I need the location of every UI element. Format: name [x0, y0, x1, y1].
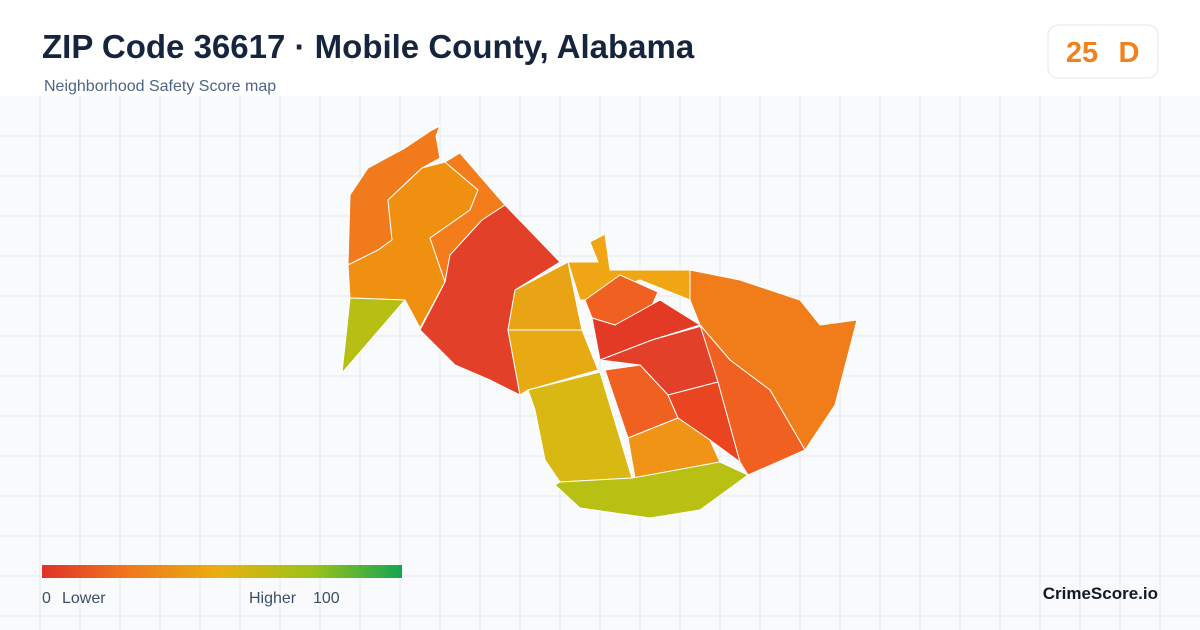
map: [341, 125, 858, 519]
map-region: [699, 324, 806, 476]
map-region: [507, 329, 599, 396]
legend-max: 100: [313, 590, 340, 607]
header-band: [0, 0, 1200, 96]
map-region: [341, 297, 406, 374]
map-region: [689, 269, 858, 451]
map-region: [667, 381, 741, 463]
map-region: [554, 461, 749, 519]
score-grade: D: [1119, 37, 1140, 69]
score-box: [1047, 24, 1159, 79]
legend-min-label: Lower: [62, 590, 106, 607]
legend-gradient: [42, 565, 402, 578]
brand: CrimeScore.io: [1043, 584, 1158, 603]
map-region: [627, 417, 721, 479]
title: ZIP Code 36617 · Mobile County, Alabama: [42, 28, 695, 65]
legend-min: 0: [42, 590, 51, 607]
score-value: 25: [1066, 37, 1098, 69]
legend-max-label: Higher: [249, 590, 297, 607]
map-region: [419, 204, 561, 396]
subtitle: Neighborhood Safety Score map: [44, 78, 276, 95]
